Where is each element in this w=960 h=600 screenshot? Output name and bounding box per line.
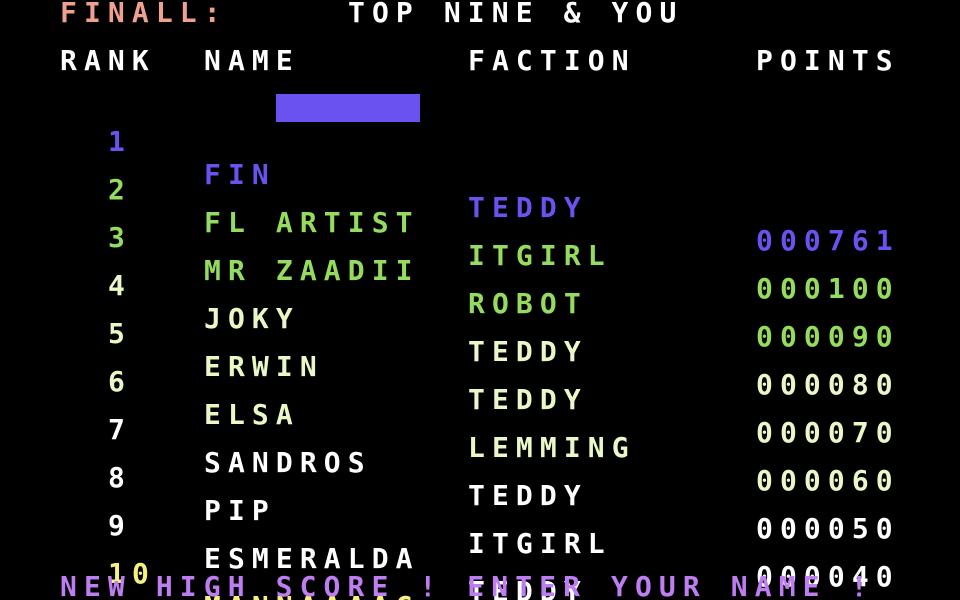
score-row: 7 SANDROS TEDDY 000050 (0, 384, 960, 543)
score-points: 000761 (756, 224, 900, 257)
score-points: 000100 (756, 272, 900, 305)
screen-title-heading: TOP NINE & YOU (348, 0, 684, 29)
score-faction: TEDDY (468, 335, 588, 368)
score-rank: 9 (108, 509, 132, 542)
score-points: 000040 (756, 560, 900, 593)
score-name: SANDROS (204, 446, 372, 479)
score-rank: 10 (108, 557, 156, 590)
score-row: 8 PIP ITGIRL 000040 (0, 432, 960, 591)
score-points: 000050 (756, 512, 900, 545)
score-faction: ROBOT (468, 287, 588, 320)
score-faction: ITGIRL (468, 527, 612, 560)
score-row: 9 ESMERALDA TEDDY 000030 (0, 480, 960, 600)
column-header-rank: RANK (60, 44, 156, 77)
score-points: 000070 (756, 416, 900, 449)
new-highscore-prompt: NEW HIGH SCORE ! ENTER YOUR NAME ! (60, 570, 875, 600)
score-rank: 2 (108, 173, 132, 206)
score-rank: 4 (108, 269, 132, 302)
score-faction: TEDDY (468, 479, 588, 512)
score-row: 1 FIN TEDDY 000761 (0, 94, 960, 255)
score-row: 6 ELSA LEMMING 000060 (0, 336, 960, 495)
score-name: ESMERALDA (204, 542, 420, 575)
screen-title-label: FINALL: (60, 0, 228, 29)
score-rank: 8 (108, 461, 132, 494)
score-faction: LEMMING (468, 431, 636, 464)
column-header-faction: FACTION (468, 44, 636, 77)
score-name: JOKY (204, 302, 300, 335)
score-name: FL ARTIST (204, 206, 420, 239)
score-row: 5 ERWIN TEDDY 000070 (0, 288, 960, 447)
score-name: ERWIN (204, 350, 324, 383)
score-rank: 5 (108, 317, 132, 350)
score-name: PIP (204, 494, 276, 527)
score-points: 000060 (756, 464, 900, 497)
score-row: 4 JOKY TEDDY 000080 (0, 240, 960, 399)
score-faction: ITGIRL (468, 239, 612, 272)
column-header-name: NAME (204, 44, 300, 77)
score-rank: 3 (108, 221, 132, 254)
score-name: ELSA (204, 398, 300, 431)
score-row: 3 MR ZAADII ROBOT 000090 (0, 192, 960, 351)
column-header-points: POINTS (756, 44, 900, 77)
score-faction: TEDDY (468, 191, 588, 224)
name-entry-cursor[interactable] (276, 94, 420, 122)
score-rank: 6 (108, 365, 132, 398)
score-rank: 1 (108, 125, 132, 158)
score-row: 10 MANNAAAAG ZOMBIE 000020 (0, 528, 960, 600)
score-name: MANNAAAAG (204, 593, 420, 600)
score-faction: TEDDY (468, 575, 588, 600)
score-name: FIN (204, 158, 276, 191)
score-faction: TEDDY (468, 383, 588, 416)
score-rank: 7 (108, 413, 132, 446)
score-row: 2 FL ARTIST ITGIRL 000100 (0, 144, 960, 303)
score-points: 000090 (756, 320, 900, 353)
score-points: 000080 (756, 368, 900, 401)
score-name: MR ZAADII (204, 254, 420, 287)
